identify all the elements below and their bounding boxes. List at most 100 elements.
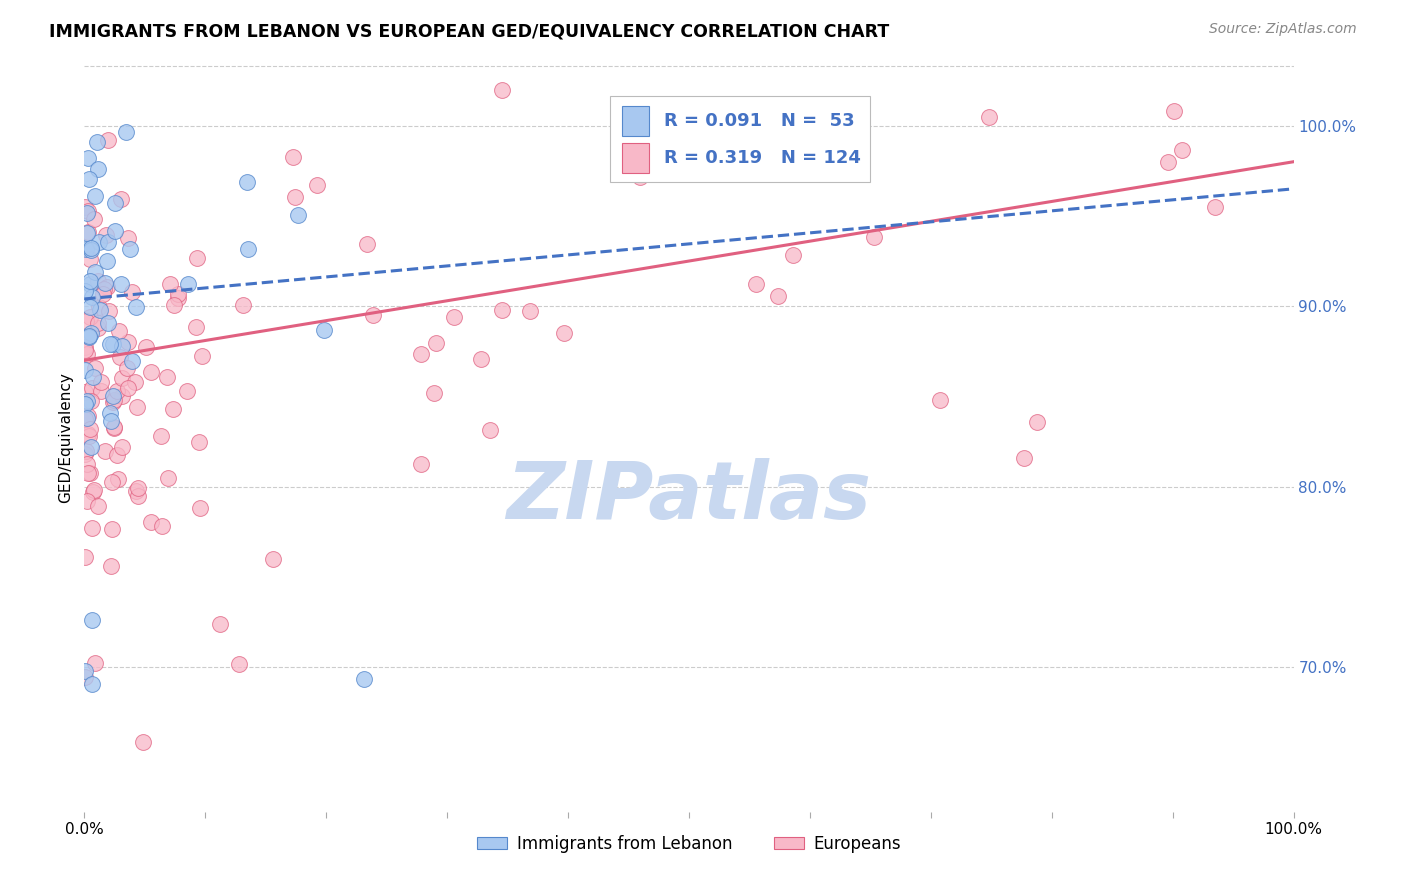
Point [87, 320, 110, 334]
Point [94, 228, 117, 243]
Point [75, 314, 97, 328]
Point [76, 394, 98, 409]
Point [115, 125, 138, 139]
Point [479, 423, 502, 437]
Point [744, 277, 766, 291]
Point [1157, 155, 1180, 169]
Text: ZIPatlas: ZIPatlas [506, 458, 872, 536]
Point [121, 285, 143, 299]
Point [1171, 143, 1194, 157]
Point [111, 440, 134, 454]
Point [87, 499, 110, 513]
Point [75, 664, 97, 678]
Point [1163, 103, 1185, 118]
Point [425, 335, 447, 350]
Point [86, 316, 108, 330]
Point [491, 82, 513, 96]
Text: IMMIGRANTS FROM LEBANON VS EUROPEAN GED/EQUIVALENCY CORRELATION CHART: IMMIGRANTS FROM LEBANON VS EUROPEAN GED/… [49, 22, 890, 40]
Point [82, 485, 104, 500]
FancyBboxPatch shape [610, 96, 870, 182]
Point [1025, 415, 1047, 429]
Point [208, 617, 231, 632]
Point [125, 400, 148, 414]
Text: Source: ZipAtlas.com: Source: ZipAtlas.com [1209, 22, 1357, 37]
Point [96, 280, 118, 294]
Point [97, 304, 120, 318]
Point [929, 392, 952, 407]
Point [305, 178, 328, 192]
Point [97, 235, 120, 249]
Point [73, 411, 96, 425]
Point [422, 386, 444, 401]
Point [101, 475, 124, 489]
Point [73, 200, 96, 214]
Point [98, 337, 121, 351]
Point [150, 519, 173, 533]
Point [124, 483, 146, 498]
Point [236, 175, 259, 189]
Point [361, 308, 384, 322]
Point [75, 443, 97, 458]
Point [127, 489, 149, 503]
Point [284, 190, 307, 204]
Point [409, 458, 432, 472]
FancyBboxPatch shape [623, 106, 650, 136]
Point [73, 670, 96, 684]
Point [110, 339, 132, 353]
Point [470, 351, 492, 366]
Point [103, 395, 125, 409]
Point [519, 303, 541, 318]
Point [356, 236, 378, 251]
Point [232, 298, 254, 312]
Point [1204, 200, 1226, 214]
Point [110, 192, 132, 206]
Point [105, 384, 128, 398]
Point [97, 133, 120, 147]
Point [93, 281, 115, 295]
Point [83, 483, 105, 497]
Point [79, 274, 101, 288]
Point [79, 466, 101, 480]
Point [491, 303, 513, 318]
Point [73, 397, 96, 411]
Legend: Immigrants from Lebanon, Europeans: Immigrants from Lebanon, Europeans [470, 829, 908, 860]
Point [167, 291, 190, 305]
Point [111, 371, 134, 385]
Point [782, 248, 804, 262]
Point [118, 242, 141, 256]
Point [124, 375, 146, 389]
Point [97, 316, 120, 330]
Point [75, 285, 97, 299]
Y-axis label: GED/Equivalency: GED/Equivalency [58, 372, 73, 502]
Point [553, 326, 575, 340]
Point [139, 516, 162, 530]
Point [76, 152, 98, 166]
Point [117, 335, 139, 350]
Point [79, 310, 101, 324]
Point [100, 558, 122, 573]
Point [1012, 450, 1035, 465]
Point [163, 298, 186, 312]
Point [77, 466, 100, 480]
Point [107, 473, 129, 487]
Point [87, 300, 110, 314]
Point [90, 384, 112, 398]
Point [312, 323, 335, 337]
Point [80, 244, 103, 258]
Point [82, 370, 104, 384]
Point [77, 204, 100, 219]
Point [80, 394, 103, 409]
Point [75, 340, 97, 354]
Point [141, 365, 163, 379]
Point [77, 328, 100, 343]
Point [86, 135, 108, 149]
Point [84, 265, 107, 279]
Point [188, 435, 211, 450]
FancyBboxPatch shape [623, 144, 650, 173]
Point [76, 227, 98, 241]
Point [94, 277, 117, 291]
Point [79, 422, 101, 436]
Point [76, 409, 98, 423]
Point [411, 347, 433, 361]
Point [121, 354, 143, 368]
